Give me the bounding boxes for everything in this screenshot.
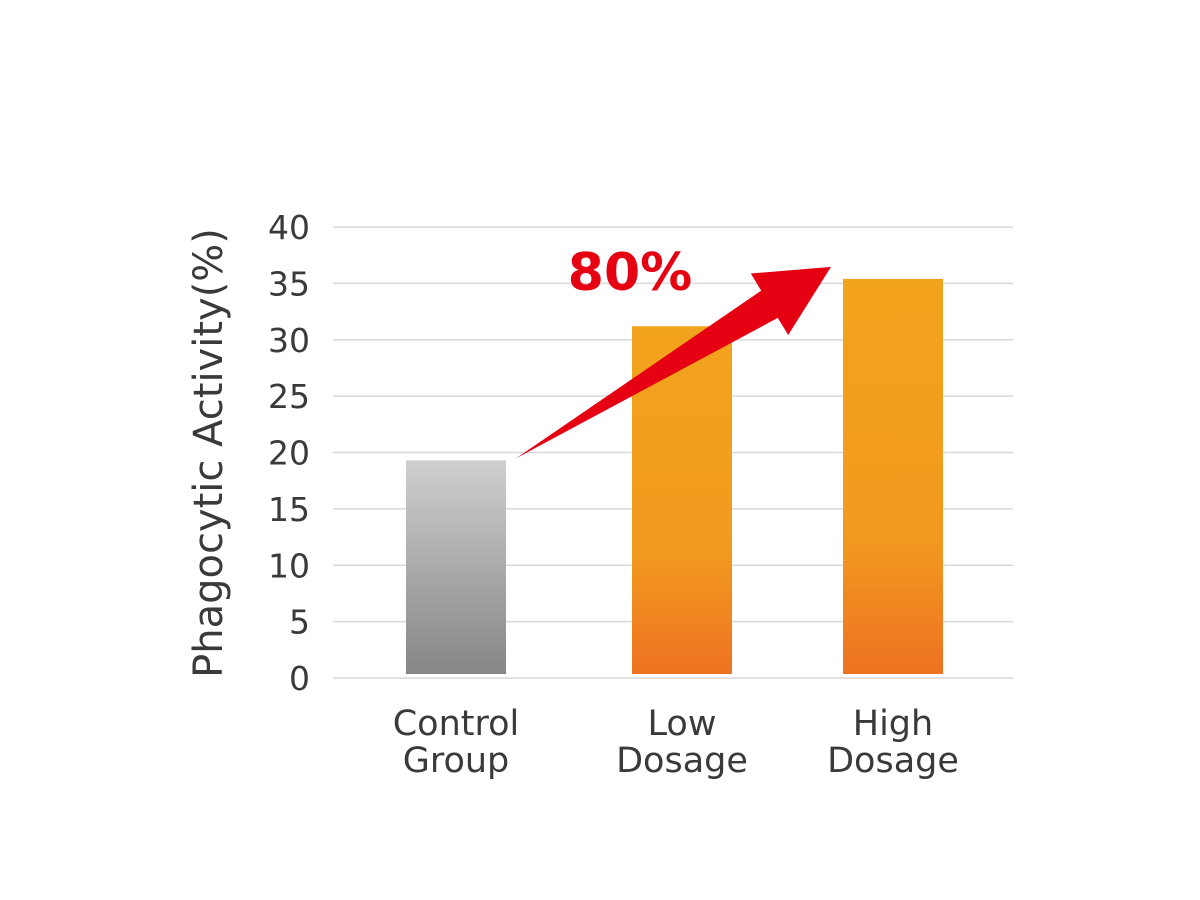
y-tick-label: 0 xyxy=(289,659,310,698)
x-tick-label-line: Group xyxy=(403,741,510,781)
increase-annotation: 80% xyxy=(516,243,831,459)
y-tick-label: 40 xyxy=(268,208,310,247)
y-tick-label: 30 xyxy=(268,321,310,360)
y-tick-label: 20 xyxy=(268,434,310,473)
x-tick-label-line: Control xyxy=(393,704,520,744)
x-tick-label-line: High xyxy=(853,704,933,744)
bar xyxy=(843,278,943,674)
bars xyxy=(406,278,943,674)
y-axis-ticks: 0 5 10 15 20 25 30 35 40 xyxy=(268,208,310,698)
x-tick-label-line: Low xyxy=(648,704,717,744)
x-tick-label-line: Dosage xyxy=(616,741,748,781)
bar xyxy=(406,460,506,674)
y-axis-title: Phagocytic Activity(%) xyxy=(186,228,232,678)
x-tick-label-line: Dosage xyxy=(827,741,959,781)
y-tick-label: 35 xyxy=(268,264,310,303)
y-tick-label: 25 xyxy=(268,377,310,416)
y-tick-label: 15 xyxy=(268,490,310,529)
increase-percentage-label: 80% xyxy=(568,243,692,303)
increase-arrow-icon xyxy=(516,266,831,459)
y-tick-label: 5 xyxy=(289,603,310,642)
y-tick-label: 10 xyxy=(268,546,310,585)
